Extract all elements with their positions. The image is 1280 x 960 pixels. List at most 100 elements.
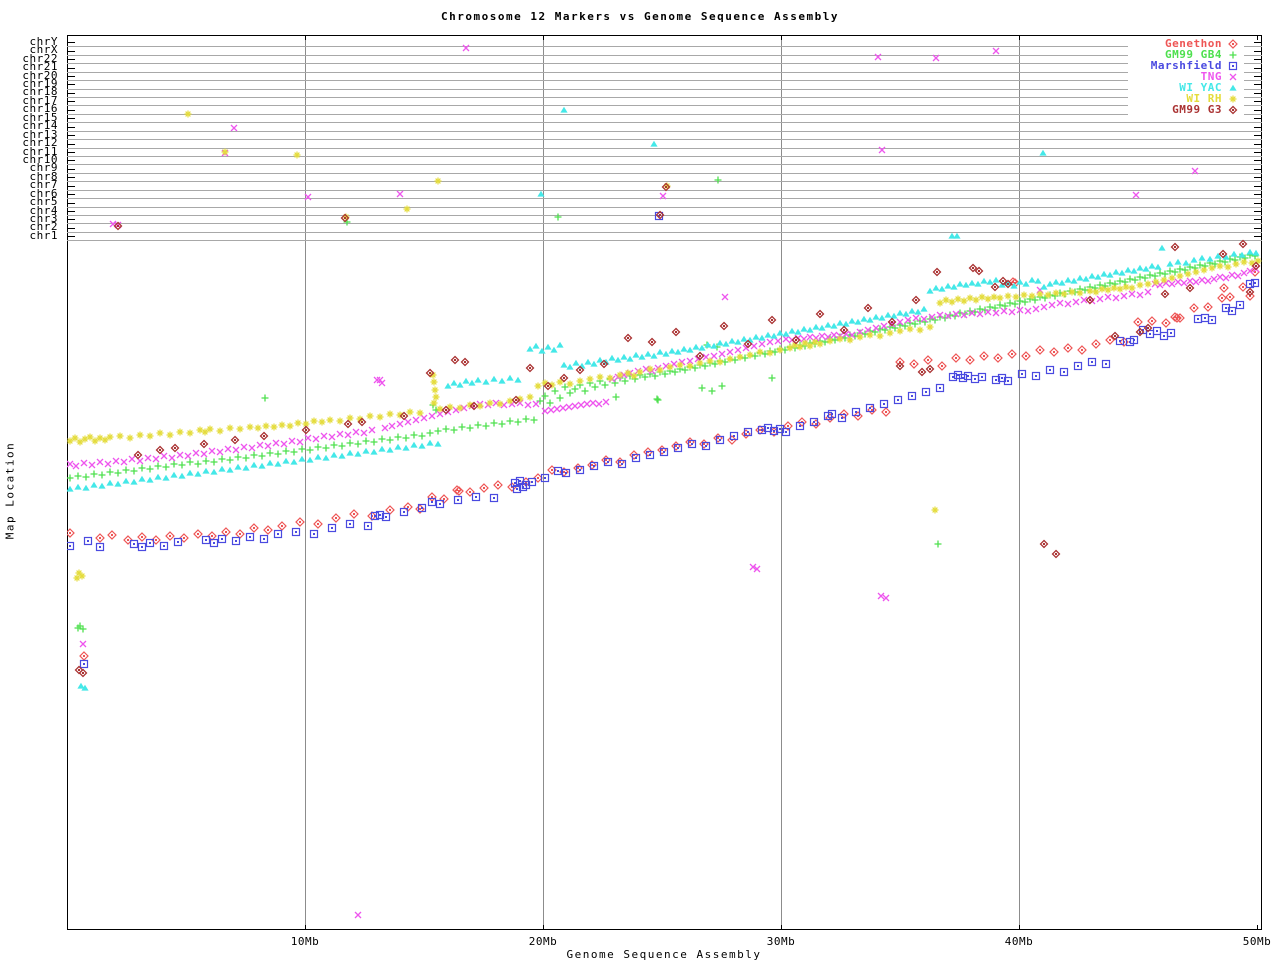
chromosome-row-label: chr21 [22,60,58,74]
scatter-point [235,424,245,434]
chromosome-row-label: chr2 [29,220,58,234]
scatter-point [1088,272,1096,279]
scatter-point [120,458,128,466]
scatter-point [104,460,112,468]
scatter-point [106,479,114,486]
x-tick-label: 50Mb [1242,935,1272,948]
scatter-point [489,418,499,428]
chromosome-row-label: chr9 [29,161,58,175]
scatter-point [183,109,193,119]
scatter-point [963,371,973,381]
scatter-point [1056,299,1064,307]
scatter-point [394,443,402,450]
scatter-point [1132,191,1140,199]
scatter-point [933,539,943,549]
scatter-point [1238,239,1248,249]
scatter-point [1252,249,1260,256]
scatter-point [1000,307,1008,315]
scatter-point [269,422,279,432]
scatter-point [1070,277,1078,284]
scatter-point [74,483,82,490]
scatter-point [313,519,323,529]
x-axis-title: Genome Sequence Assembly [566,948,762,960]
scatter-point [650,140,658,147]
scatter-point [550,346,558,353]
scatter-point [1192,278,1200,286]
scatter-point [1142,265,1150,272]
chromosome-row-label: chr18 [22,85,58,99]
scatter-point [231,536,241,546]
scatter-point [344,431,352,439]
scatter-point [462,44,470,52]
scatter-point [450,355,460,365]
scatter-point [680,345,688,352]
plot-area [67,35,1262,930]
scatter-point [415,408,425,418]
scatter-point [444,382,452,389]
scatter-point [1039,539,1049,549]
scatter-point [721,293,729,301]
scatter-point [208,447,216,455]
scatter-point [545,398,555,408]
scatter-point [1168,280,1176,288]
scatter-point [608,354,616,361]
scatter-point [95,533,105,543]
scatter-point [125,433,135,443]
scatter-point [146,476,154,483]
scatter-point [1121,282,1131,292]
scatter-point [289,447,299,457]
scatter-point [396,420,404,428]
scatter-point [925,322,935,332]
scatter-point [168,454,176,462]
scatter-point [1191,167,1199,175]
scatter-point [1109,283,1119,293]
series-genethon [67,267,1260,661]
scatter-point [1246,248,1254,255]
scatter-point [201,535,211,545]
scatter-point [97,470,107,480]
scatter-point [992,309,1000,317]
scatter-point [322,454,330,461]
scatter-point [199,439,209,449]
scatter-point [1167,273,1177,283]
scatter-point [977,372,987,382]
scatter-point [137,463,147,473]
scatter-point [692,343,700,350]
scatter-point [718,350,726,358]
chromosome-row-label: chrX [29,43,58,57]
scatter-point [201,456,211,466]
scatter-point [226,466,234,473]
scatter-point [879,399,889,409]
scatter-point [647,337,657,347]
scatter-point [1059,367,1069,377]
scatter-point [257,451,267,461]
scatter-point [129,466,139,476]
scatter-point [1198,254,1206,261]
scatter-point [345,438,355,448]
scatter-point [577,401,585,409]
scatter-point [1051,549,1061,559]
scatter-point [644,350,652,357]
scatter-point [354,911,362,919]
scatter-point [912,314,920,322]
scatter-point [498,377,506,384]
scatter-point [225,423,235,433]
scatter-point [402,444,410,451]
scatter-point [1222,274,1230,282]
scatter-point [1008,308,1016,316]
scatter-point [734,346,742,354]
scatter-point [107,530,117,540]
scatter-point [632,351,640,358]
scatter-point [145,464,155,474]
chromosome-row-label: chr15 [22,110,58,124]
scatter-point [538,347,546,354]
scatter-point [585,374,595,384]
scatter-point [410,441,418,448]
scatter-point [273,449,283,459]
scatter-point [256,441,264,449]
scatter-point [193,459,203,469]
scatter-point [1082,275,1090,282]
scatter-point [1017,369,1027,379]
scatter-point [505,416,515,426]
scatter-point [393,432,403,442]
